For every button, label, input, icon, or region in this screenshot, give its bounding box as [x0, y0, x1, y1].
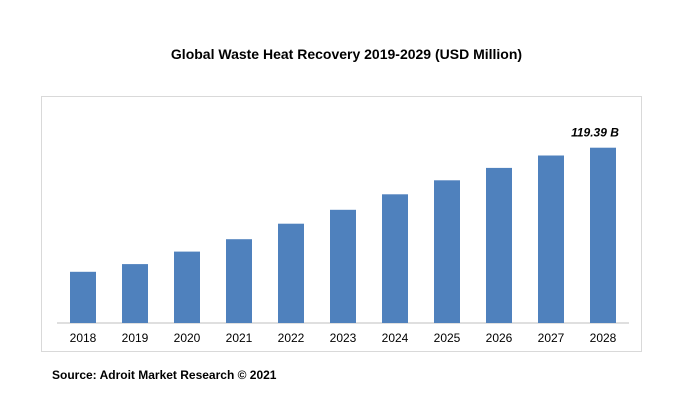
x-tick-label-2022: 2022 [278, 331, 305, 345]
bar-2024 [382, 194, 408, 323]
x-tick-label-2018: 2018 [70, 331, 97, 345]
bar-2019 [122, 264, 148, 323]
x-tick-label-2024: 2024 [382, 331, 409, 345]
x-tick-label-2027: 2027 [538, 331, 565, 345]
data-label-2028: 119.39 B [571, 126, 619, 140]
plot-area-frame [41, 96, 642, 352]
x-tick-label-2026: 2026 [486, 331, 513, 345]
bar-2021 [226, 239, 252, 323]
bar-2022 [278, 223, 304, 323]
bar-2027 [538, 155, 564, 323]
bar-2025 [434, 180, 460, 323]
bar-2020 [174, 251, 200, 323]
x-tick-label-2023: 2023 [330, 331, 357, 345]
bar-2023 [330, 209, 356, 323]
x-tick-label-2020: 2020 [174, 331, 201, 345]
x-tick-label-2025: 2025 [434, 331, 461, 345]
bar-2018 [70, 271, 96, 323]
chart-title: Global Waste Heat Recovery 2019-2029 (US… [170, 46, 523, 62]
source-note: Source: Adroit Market Research © 2021 [52, 368, 277, 382]
bar-2028 [590, 147, 616, 323]
x-tick-label-2019: 2019 [122, 331, 149, 345]
x-tick-label-2028: 2028 [590, 331, 617, 345]
bar-2026 [486, 167, 512, 323]
x-tick-label-2021: 2021 [226, 331, 253, 345]
